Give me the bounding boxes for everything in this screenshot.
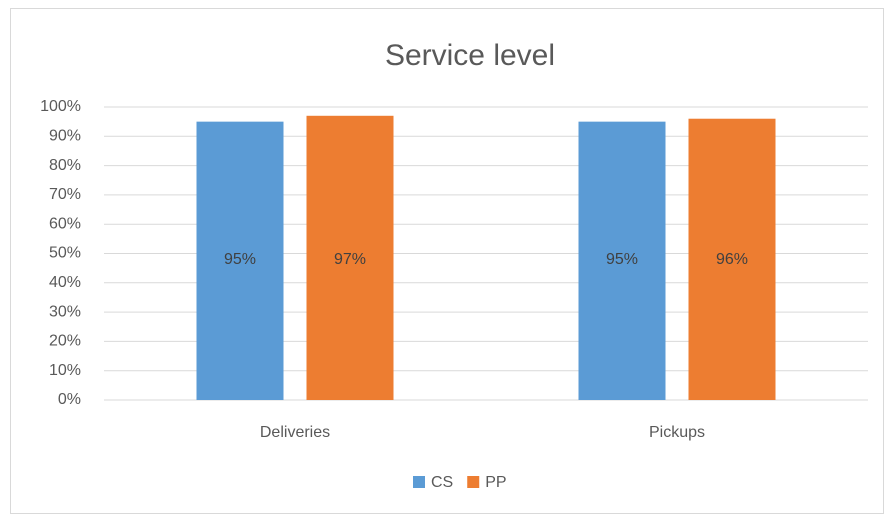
- x-tick-label: Deliveries: [260, 424, 330, 441]
- y-tick-label: 70%: [49, 186, 81, 203]
- data-label: 95%: [224, 251, 256, 268]
- legend-label: PP: [485, 474, 506, 491]
- chart-title: Service level: [385, 39, 555, 72]
- bar: [578, 121, 666, 401]
- x-tick-label: Pickups: [649, 424, 705, 441]
- y-tick-label: 50%: [49, 245, 81, 262]
- bar: [306, 115, 394, 400]
- data-label: 96%: [716, 251, 748, 268]
- legend-label: CS: [431, 474, 453, 491]
- y-tick-label: 90%: [49, 128, 81, 145]
- y-tick-label: 100%: [40, 98, 81, 115]
- y-tick-label: 30%: [49, 303, 81, 320]
- y-tick-label: 80%: [49, 157, 81, 174]
- y-tick-label: 0%: [58, 391, 81, 408]
- bar: [196, 121, 284, 401]
- y-tick-label: 40%: [49, 274, 81, 291]
- legend-swatch: [467, 476, 480, 488]
- y-tick-label: 60%: [49, 215, 81, 232]
- data-label: 97%: [334, 251, 366, 268]
- y-tick-label: 20%: [49, 333, 81, 350]
- data-label: 95%: [606, 251, 638, 268]
- y-tick-label: 10%: [49, 362, 81, 379]
- bar: [688, 118, 776, 400]
- legend-swatch: [413, 476, 425, 488]
